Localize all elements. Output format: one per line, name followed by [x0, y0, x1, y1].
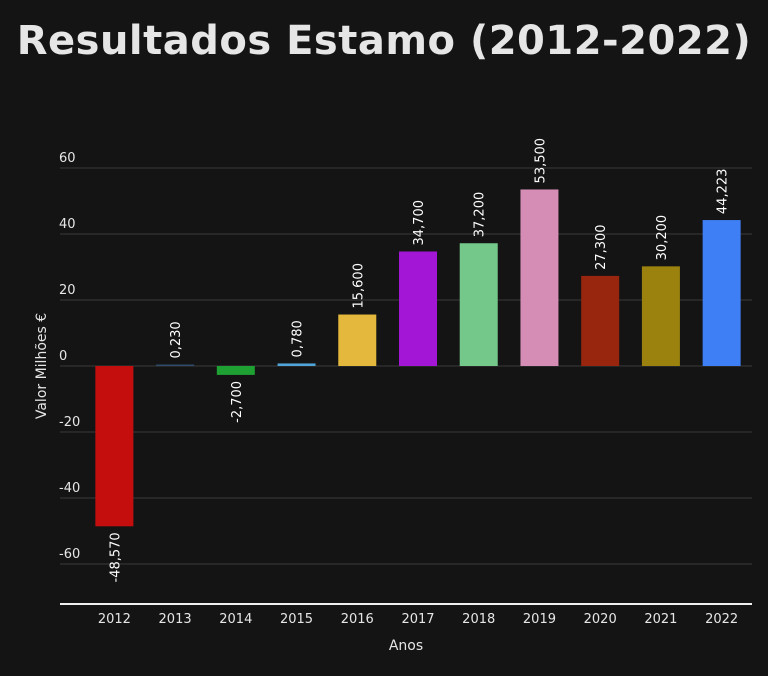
- x-tick-label: 2018: [462, 612, 495, 627]
- x-axis-label: Anos: [389, 638, 423, 654]
- x-tick-label: 2015: [280, 612, 313, 627]
- data-label-2017: 34,700: [412, 200, 427, 246]
- x-tick-label: 2017: [401, 612, 434, 627]
- data-label-2018: 37,200: [473, 192, 488, 238]
- bar-2019: [520, 189, 559, 366]
- y-tick-label: -40: [59, 481, 80, 496]
- bar-2021: [641, 266, 680, 366]
- bar-2018: [459, 243, 498, 366]
- bar-2020: [581, 275, 620, 366]
- x-tick-label: 2020: [584, 612, 617, 627]
- y-tick-label: 20: [59, 283, 76, 298]
- y-tick-label: -20: [59, 415, 80, 430]
- bar-2012: [95, 366, 134, 527]
- y-axis-label: Valor Milhões €: [34, 313, 50, 419]
- data-label-2014: -2,700: [230, 381, 245, 423]
- data-label-2021: 30,200: [655, 215, 670, 261]
- data-label-2012: -48,570: [108, 532, 123, 582]
- x-tick-label: 2022: [705, 612, 738, 627]
- bar-2015: [277, 363, 316, 366]
- bar-2014: [216, 366, 255, 375]
- chart-title: Resultados Estamo (2012-2022): [16, 18, 752, 64]
- y-tick-labels: -60 -40 -20 0 20 40 60: [59, 151, 80, 562]
- bars: [95, 189, 741, 527]
- data-label-2013: 0,230: [169, 321, 184, 358]
- x-tick-label: 2014: [219, 612, 252, 627]
- y-tick-label: 40: [59, 217, 76, 232]
- x-tick-label: 2021: [644, 612, 677, 627]
- bar-2013: [156, 364, 195, 366]
- x-tick-label: 2016: [341, 612, 374, 627]
- x-tick-label: 2019: [523, 612, 556, 627]
- y-tick-label: 0: [59, 349, 67, 364]
- data-label-2022: 44,223: [716, 169, 731, 215]
- bar-2022: [702, 220, 741, 366]
- x-tick-label: 2013: [159, 612, 192, 627]
- data-label-2020: 27,300: [594, 224, 609, 270]
- data-label-2019: 53,500: [533, 138, 548, 184]
- data-labels: -48,570 0,230 -2,700 0,780 15,600 34,700 37,20…: [108, 138, 730, 583]
- y-tick-label: -60: [59, 547, 80, 562]
- data-label-2015: 0,780: [291, 320, 306, 357]
- data-label-2016: 15,600: [351, 263, 366, 309]
- x-tick-labels: 2012 2013 2014 2015 2016 2017 2018 2019 2020 2021…: [98, 612, 738, 627]
- bar-2017: [399, 251, 437, 366]
- y-tick-label: 60: [59, 151, 76, 166]
- x-tick-label: 2012: [98, 612, 131, 627]
- bar-2016: [338, 314, 377, 366]
